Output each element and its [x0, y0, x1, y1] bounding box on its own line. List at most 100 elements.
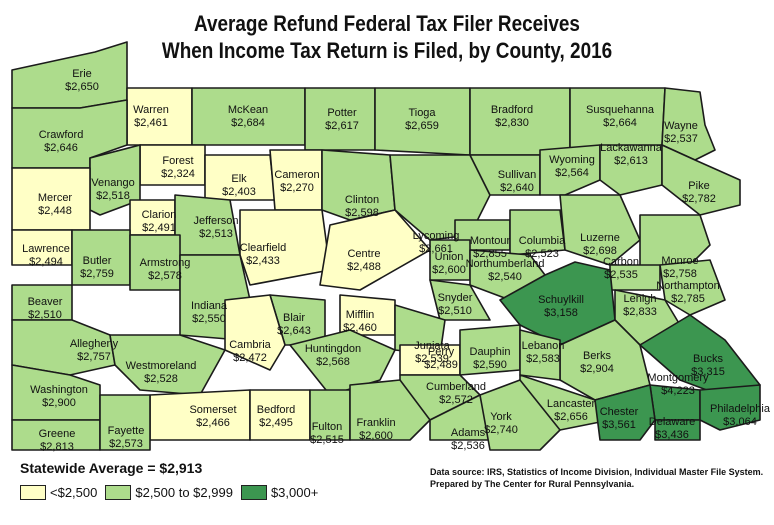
county-value-fulton: $2,515 — [310, 434, 344, 446]
legend-label-mid: $2,500 to $2,999 — [135, 485, 233, 500]
county-value-greene: $2,813 — [40, 441, 74, 453]
county-name-westmoreland: Westmoreland — [126, 360, 197, 372]
county-clearfield — [239, 209, 331, 286]
legend-item-high: $3,000+ — [240, 485, 318, 500]
county-label-juniata: Juniata $2,539 — [414, 340, 450, 365]
county-elk — [204, 154, 276, 201]
county-value-venango: $2,518 — [96, 190, 130, 202]
county-name-perry: Perry — [428, 346, 455, 358]
county-name-union: Union — [435, 251, 464, 263]
county-name-mercer: Mercer — [38, 192, 73, 204]
county-name-chester: Chester — [600, 406, 639, 418]
county-cambria — [224, 294, 286, 371]
county-label-northumberland: Northumberland $2,540 — [466, 258, 545, 283]
county-value-delaware: $3,436 — [655, 429, 689, 441]
county-name-sullivan: Sullivan — [498, 169, 537, 181]
county-name-lycoming: Lycoming — [413, 230, 460, 242]
county-northampton — [659, 259, 726, 316]
county-name-juniata: Juniata — [414, 340, 450, 352]
county-label-huntingdon: Huntingdon $2,568 — [305, 343, 361, 368]
county-label-butler: Butler $2,759 — [80, 255, 114, 280]
county-label-fayette: Fayette $2,573 — [108, 425, 145, 450]
county-name-lawrence: Lawrence — [22, 243, 70, 255]
county-value-carbon: $2,535 — [604, 269, 638, 281]
county-value-snyder: $2,510 — [438, 305, 472, 317]
county-name-montour: Montour — [470, 235, 511, 247]
county-label-franklin: Franklin $2,600 — [356, 417, 395, 442]
county-label-delaware: Delaware $3,436 — [649, 416, 695, 441]
county-name-centre: Centre — [347, 248, 380, 260]
county-label-allegheny: Allegheny $2,757 — [70, 338, 119, 363]
data-source-note: Data source: IRS, Statistics of Income D… — [430, 466, 770, 490]
county-name-forest: Forest — [162, 155, 193, 167]
county-value-adams: $2,536 — [451, 440, 485, 452]
county-name-snyder: Snyder — [438, 292, 473, 304]
county-value-armstrong: $2,578 — [148, 270, 182, 282]
county-name-cumberland: Cumberland — [426, 381, 486, 393]
county-luzerne — [559, 194, 641, 266]
county-huntingdon — [289, 329, 396, 396]
county-name-franklin: Franklin — [356, 417, 395, 429]
map-title: Average Refund Federal Tax Filer Receive… — [54, 10, 720, 64]
county-value-mckean: $2,684 — [231, 117, 265, 129]
county-value-columbia: $2,523 — [525, 248, 559, 260]
county-name-warren: Warren — [133, 104, 169, 116]
county-value-washington: $2,900 — [42, 397, 76, 409]
county-name-clearfield: Clearfield — [240, 242, 286, 254]
county-value-elk: $2,403 — [222, 186, 256, 198]
county-name-schuylkill: Schuylkill — [538, 294, 584, 306]
county-name-monroe: Monroe — [661, 255, 698, 267]
county-label-lycoming: Lycoming $2,661 — [413, 230, 460, 255]
county-name-butler: Butler — [83, 255, 112, 267]
county-label-northampton: Northampton $2,785 — [656, 280, 720, 305]
county-name-mckean: McKean — [228, 104, 268, 116]
county-label-clinton: Clinton $2,598 — [345, 194, 379, 219]
county-label-snyder: Snyder $2,510 — [438, 292, 473, 317]
county-label-mifflin: Mifflin $2,460 — [343, 309, 377, 334]
county-name-philadelphia: Philadelphia — [710, 403, 771, 415]
legend-swatch-high — [240, 485, 267, 500]
county-value-northampton: $2,785 — [671, 293, 705, 305]
county-shapes — [11, 41, 761, 451]
county-label-lehigh: Lehigh $2,833 — [623, 293, 657, 318]
county-value-erie: $2,650 — [65, 81, 99, 93]
county-name-lehigh: Lehigh — [623, 293, 656, 305]
county-name-columbia: Columbia — [519, 235, 566, 247]
county-label-cambria: Cambria $2,472 — [229, 339, 271, 364]
county-value-warren: $2,461 — [134, 117, 168, 129]
county-label-blair: Blair $2,643 — [277, 312, 311, 337]
county-value-sullivan: $2,640 — [500, 182, 534, 194]
county-value-wayne: $2,537 — [664, 133, 698, 145]
county-label-lebanon: Lebanon $2,583 — [522, 340, 565, 365]
county-label-berks: Berks $2,904 — [580, 350, 614, 375]
county-value-lehigh: $2,833 — [623, 306, 657, 318]
county-value-luzerne: $2,698 — [583, 245, 617, 257]
county-label-beaver: Beaver $2,510 — [28, 296, 63, 321]
county-value-bradford: $2,830 — [495, 117, 529, 129]
county-value-juniata: $2,539 — [415, 353, 449, 365]
county-label-cameron: Cameron $2,270 — [274, 169, 319, 194]
county-label-bedford: Bedford $2,495 — [257, 404, 296, 429]
county-label-montour: Montour $2,855 — [470, 235, 511, 260]
county-label-lackawanna: Lackawanna $2,613 — [600, 142, 663, 167]
county-franklin — [349, 379, 431, 441]
county-name-wyoming: Wyoming — [549, 154, 595, 166]
county-monroe — [639, 214, 711, 276]
county-label-union: Union $2,600 — [432, 251, 466, 276]
county-value-cambria: $2,472 — [233, 352, 267, 364]
county-value-lackawanna: $2,613 — [614, 155, 648, 167]
county-name-montgomery: Montgomery — [647, 372, 709, 384]
county-pike — [661, 144, 741, 216]
county-value-crawford: $2,646 — [44, 142, 78, 154]
county-name-carbon: Carbon — [603, 256, 639, 268]
county-york — [479, 379, 561, 451]
county-name-tioga: Tioga — [408, 107, 436, 119]
county-name-beaver: Beaver — [28, 296, 63, 308]
county-value-york: $2,740 — [484, 424, 518, 436]
county-fayette — [99, 394, 151, 451]
county-name-cameron: Cameron — [274, 169, 319, 181]
county-label-perry: Perry $2,489 — [424, 346, 458, 371]
county-centre — [319, 209, 431, 291]
county-name-clinton: Clinton — [345, 194, 379, 206]
county-name-blair: Blair — [283, 312, 305, 324]
